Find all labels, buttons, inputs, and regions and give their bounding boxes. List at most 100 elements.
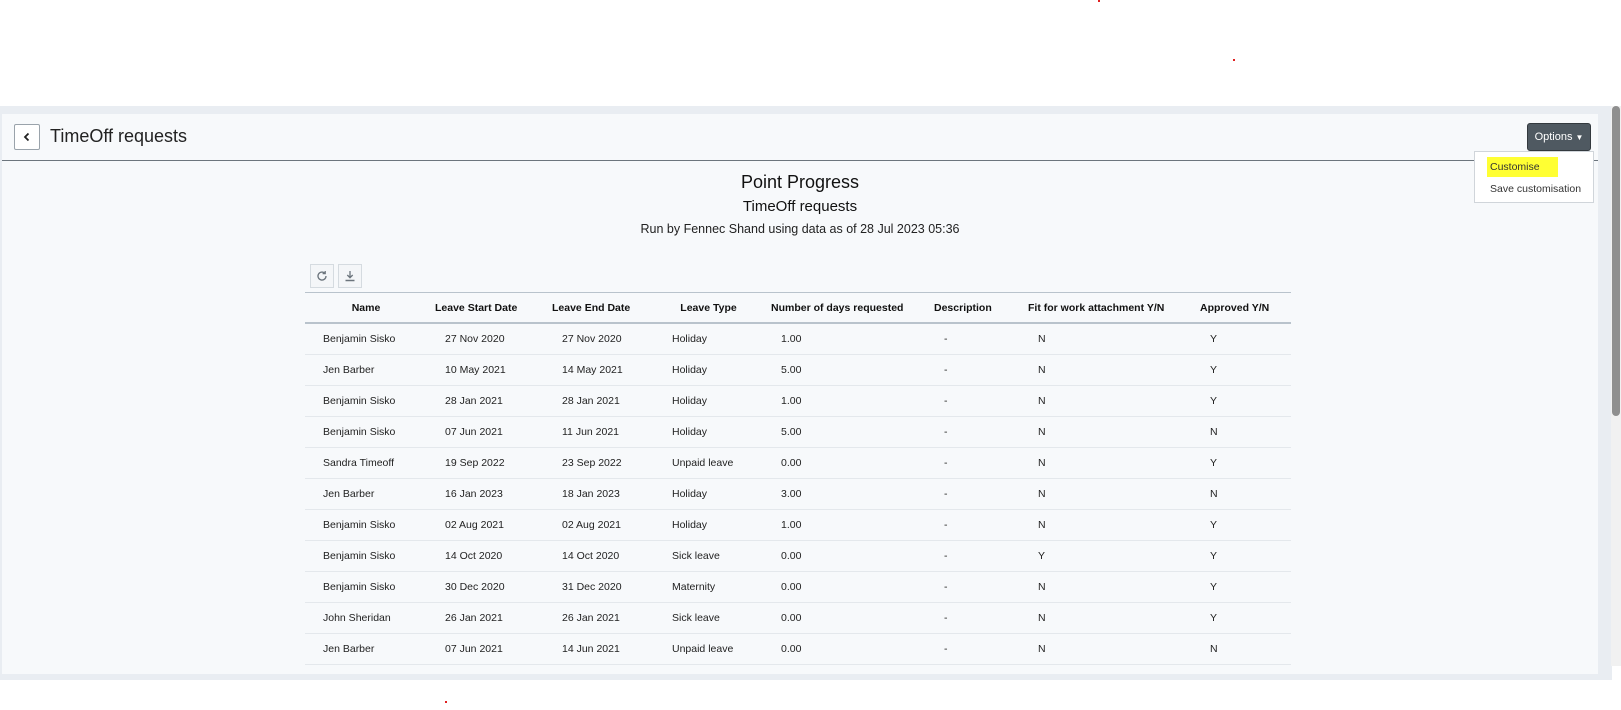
cell-description: -	[926, 540, 1020, 572]
options-button[interactable]: Options ▼	[1527, 123, 1591, 151]
column-header-name[interactable]: Name	[305, 292, 427, 324]
cell-fit-for-work: N	[1020, 509, 1192, 541]
cell-leave-start-date: 16 Jan 2023	[427, 478, 544, 510]
table-row: Jen Barber 10 May 2021 14 May 2021 Holiday 5…	[305, 354, 1291, 386]
organization-name: Point Progress	[740, 172, 860, 192]
cell-name: Jen Barber	[305, 354, 427, 386]
cell-days-requested: 3.00	[763, 478, 926, 510]
report-panel: TimeOff requests Options ▼ Point Progres…	[2, 114, 1598, 674]
cell-leave-end-date: 27 Nov 2020	[544, 323, 654, 355]
cell-leave-type: Holiday	[654, 478, 763, 510]
refresh-icon	[317, 271, 327, 281]
cell-days-requested: 0.00	[763, 633, 926, 665]
cell-leave-start-date: 27 Nov 2020	[427, 323, 544, 355]
cell-name: Jen Barber	[305, 478, 427, 510]
cell-leave-start-date: 10 May 2021	[427, 354, 544, 386]
download-icon	[345, 271, 355, 282]
timeoff-table: Name Leave Start Date Leave End Date Lea…	[305, 292, 1291, 665]
cell-leave-start-date: 14 Oct 2020	[427, 540, 544, 572]
cell-approved: Y	[1192, 602, 1291, 634]
download-button[interactable]	[338, 264, 362, 288]
table-row: Benjamin Sisko 07 Jun 2021 11 Jun 2021 Holi…	[305, 416, 1291, 448]
cell-leave-type: Holiday	[654, 416, 763, 448]
cell-leave-end-date: 31 Dec 2020	[544, 571, 654, 603]
refresh-button[interactable]	[310, 264, 334, 288]
cell-name: Sandra Timeoff	[305, 447, 427, 479]
back-button[interactable]	[14, 124, 40, 150]
cell-approved: Y	[1192, 385, 1291, 417]
page-title: TimeOff requests	[50, 126, 188, 146]
cell-fit-for-work: N	[1020, 571, 1192, 603]
cell-leave-end-date: 28 Jan 2021	[544, 385, 654, 417]
table-row: John Sheridan 26 Jan 2021 26 Jan 2021 Sick …	[305, 602, 1291, 634]
table-body: Benjamin Sisko 27 Nov 2020 27 Nov 2020 Holi…	[305, 323, 1291, 665]
cell-leave-end-date: 02 Aug 2021	[544, 509, 654, 541]
table-row: Benjamin Sisko 14 Oct 2020 14 Oct 2020 Sick…	[305, 540, 1291, 572]
cell-days-requested: 0.00	[763, 571, 926, 603]
cell-name: Benjamin Sisko	[305, 416, 427, 448]
cell-leave-type: Holiday	[654, 385, 763, 417]
cell-leave-type: Holiday	[654, 509, 763, 541]
cell-leave-type: Holiday	[654, 323, 763, 355]
table-header-row: Name Leave Start Date Leave End Date Lea…	[305, 292, 1291, 324]
cell-description: -	[926, 571, 1020, 603]
table-row: Jen Barber 07 Jun 2021 14 Jun 2021 Unpaid l…	[305, 633, 1291, 665]
column-header-approved[interactable]: Approved Y/N	[1192, 292, 1291, 324]
cell-leave-type: Unpaid leave	[654, 447, 763, 479]
cell-name: Benjamin Sisko	[305, 385, 427, 417]
page-header: TimeOff requests Options ▼	[2, 114, 1598, 161]
scrollbar-thumb[interactable]	[1612, 106, 1620, 416]
cell-leave-type: Sick leave	[654, 540, 763, 572]
cell-approved: Y	[1192, 323, 1291, 355]
cell-approved: N	[1192, 478, 1291, 510]
cell-name: Benjamin Sisko	[305, 323, 427, 355]
cell-leave-start-date: 30 Dec 2020	[427, 571, 544, 603]
cell-fit-for-work: N	[1020, 478, 1192, 510]
cell-leave-end-date: 11 Jun 2021	[544, 416, 654, 448]
cell-approved: N	[1192, 416, 1291, 448]
table-row: Sandra Timeoff 19 Sep 2022 23 Sep 2022 Unpa…	[305, 447, 1291, 479]
vertical-scrollbar[interactable]	[1611, 106, 1621, 666]
cell-name: John Sheridan	[305, 602, 427, 634]
cell-days-requested: 1.00	[763, 509, 926, 541]
red-speck	[445, 701, 447, 703]
cell-leave-end-date: 14 Oct 2020	[544, 540, 654, 572]
cell-days-requested: 0.00	[763, 602, 926, 634]
cell-description: -	[926, 447, 1020, 479]
cell-name: Jen Barber	[305, 633, 427, 665]
cell-days-requested: 1.00	[763, 385, 926, 417]
cell-description: -	[926, 323, 1020, 355]
cell-description: -	[926, 385, 1020, 417]
cell-fit-for-work: N	[1020, 323, 1192, 355]
cell-leave-start-date: 02 Aug 2021	[427, 509, 544, 541]
menu-item-save-customisation[interactable]: Save customisation	[1490, 183, 1582, 195]
column-header-leave-start-date[interactable]: Leave Start Date	[427, 292, 544, 324]
cell-days-requested: 0.00	[763, 447, 926, 479]
report-title: TimeOff requests	[742, 198, 858, 215]
column-header-fit-for-work[interactable]: Fit for work attachment Y/N	[1020, 292, 1192, 324]
cell-approved: N	[1192, 633, 1291, 665]
table-row: Benjamin Sisko 02 Aug 2021 02 Aug 2021 Holi…	[305, 509, 1291, 541]
cell-leave-start-date: 28 Jan 2021	[427, 385, 544, 417]
options-dropdown-menu: Customise Save customisation	[1474, 151, 1594, 203]
cell-leave-type: Unpaid leave	[654, 633, 763, 665]
menu-item-customise[interactable]: Customise	[1487, 157, 1558, 177]
column-header-leave-type[interactable]: Leave Type	[654, 292, 763, 324]
cell-leave-end-date: 26 Jan 2021	[544, 602, 654, 634]
cell-leave-start-date: 26 Jan 2021	[427, 602, 544, 634]
cell-leave-type: Holiday	[654, 354, 763, 386]
cell-approved: Y	[1192, 354, 1291, 386]
cell-fit-for-work: N	[1020, 385, 1192, 417]
red-speck	[1098, 0, 1100, 2]
cell-description: -	[926, 633, 1020, 665]
cell-name: Benjamin Sisko	[305, 540, 427, 572]
cell-fit-for-work: N	[1020, 602, 1192, 634]
cell-description: -	[926, 509, 1020, 541]
cell-description: -	[926, 416, 1020, 448]
red-speck	[1233, 59, 1235, 61]
cell-leave-start-date: 19 Sep 2022	[427, 447, 544, 479]
column-header-leave-end-date[interactable]: Leave End Date	[544, 292, 654, 324]
column-header-description[interactable]: Description	[926, 292, 1020, 324]
run-by-info: Run by Fennec Shand using data as of 28 …	[640, 222, 960, 236]
column-header-days-requested[interactable]: Number of days requested	[763, 292, 926, 324]
